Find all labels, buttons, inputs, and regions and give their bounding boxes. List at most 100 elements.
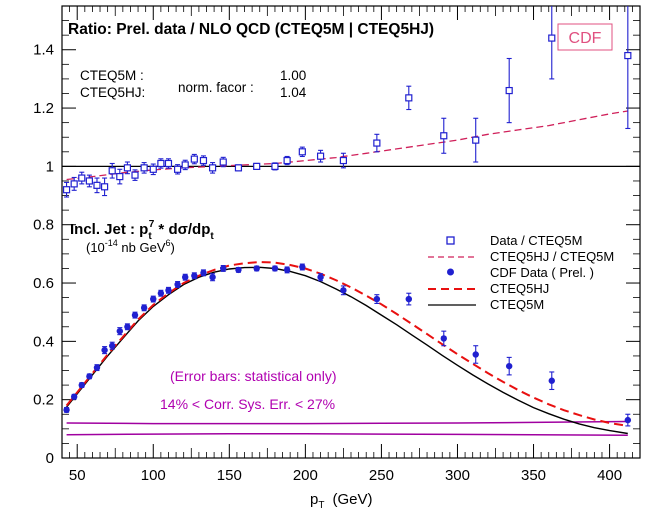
jet-data-point bbox=[165, 287, 172, 294]
legend-label-ratio-curve: CTEQ5HJ / CTEQ5M bbox=[490, 249, 614, 264]
ratio-data-point bbox=[140, 164, 148, 172]
ratio-data-point bbox=[208, 164, 217, 172]
jet-data-point bbox=[63, 406, 70, 414]
jet-data-point bbox=[200, 269, 207, 277]
legend-label-cteq5hj: CTEQ5HJ bbox=[490, 281, 549, 296]
lower-title-sub-t2: t bbox=[210, 231, 214, 242]
jet-data-point bbox=[131, 311, 139, 319]
ratio-data-point bbox=[316, 152, 325, 160]
y-tick-label: 1 bbox=[46, 158, 54, 175]
lower-title: Incl. Jet : pt7 * dσ/dpt bbox=[70, 219, 214, 242]
ratio-data-point bbox=[164, 159, 173, 168]
ratio-data-point bbox=[62, 186, 71, 194]
ratio-data-point bbox=[108, 167, 116, 175]
annotation-error-bars: (Error bars: statistical only) bbox=[170, 368, 336, 384]
jet-data-point bbox=[283, 266, 291, 274]
norm-name-cteq5hj: CTEQ5HJ: bbox=[80, 85, 145, 100]
norm-factors: CTEQ5M : CTEQ5HJ: norm. facor : 1.00 1.0… bbox=[80, 68, 307, 100]
ratio-data-point bbox=[149, 165, 157, 173]
y-tick-label: 0 bbox=[46, 450, 54, 467]
ratio-data-point bbox=[505, 86, 513, 95]
jet-data-point bbox=[317, 274, 324, 281]
ratio-data-point bbox=[116, 172, 124, 181]
x-tick-label: 250 bbox=[369, 467, 394, 484]
plot-data bbox=[62, 6, 640, 437]
units-exp1: -14 bbox=[105, 238, 118, 248]
jet-data-point bbox=[299, 263, 306, 271]
units-mid: nb GeV bbox=[118, 240, 166, 255]
ratio-data-point bbox=[298, 148, 306, 156]
jet-data-point bbox=[157, 290, 165, 297]
jet-data-point bbox=[624, 416, 632, 424]
y-tick-label: 1.2 bbox=[33, 100, 54, 117]
ratio-data-point bbox=[100, 183, 109, 191]
ratio-data-point bbox=[234, 164, 243, 172]
ratio-data-point bbox=[174, 165, 182, 173]
jet-data-point bbox=[472, 351, 479, 358]
legend-marker-data-ratio bbox=[446, 236, 455, 245]
legend: Data / CTEQ5M CTEQ5HJ / CTEQ5M CDF Data … bbox=[428, 233, 614, 312]
cdf-label-box bbox=[557, 23, 613, 51]
x-axis-label-main: p bbox=[310, 491, 318, 508]
cdf-label: CDF bbox=[569, 30, 602, 47]
x-tick-label: 200 bbox=[293, 467, 318, 484]
ratio-data-point bbox=[93, 181, 101, 189]
jet-data-point bbox=[220, 265, 227, 272]
jet-data-point bbox=[70, 393, 78, 400]
plot-area: 0 0.2 0.4 0.6 0.8 1 1.2 1.4 50 100 150 200 250 300 350… bbox=[33, 5, 641, 484]
jet-data-point bbox=[235, 266, 242, 274]
jet-data-point bbox=[140, 304, 148, 312]
jet-data-point bbox=[253, 265, 260, 272]
jet-data-point bbox=[373, 295, 381, 303]
units-prefix: (10 bbox=[86, 240, 105, 255]
ratio-data-point bbox=[373, 139, 381, 147]
lower-title-mid: * dσ/dp bbox=[154, 221, 210, 238]
jet-data-point bbox=[150, 295, 157, 303]
lower-units: (10-14 nb GeV6) bbox=[86, 238, 175, 255]
jet-data-point bbox=[209, 274, 216, 281]
y-tick-label: 0.6 bbox=[33, 275, 54, 292]
jet-data-point bbox=[116, 327, 124, 335]
jet-data-point bbox=[191, 272, 198, 279]
ratio-data-point bbox=[131, 171, 139, 179]
y-tick-label: 0.4 bbox=[33, 333, 54, 350]
norm-name-cteq5m: CTEQ5M : bbox=[80, 68, 144, 83]
legend-label-data-ratio: Data / CTEQ5M bbox=[490, 233, 582, 248]
units-exp2: 6 bbox=[166, 238, 171, 248]
cteq5hj-curve bbox=[65, 260, 628, 427]
x-tick-label: 150 bbox=[217, 467, 242, 484]
jet-data-point bbox=[440, 335, 447, 342]
ratio-data-point bbox=[199, 156, 208, 165]
legend-label-cteq5m: CTEQ5M bbox=[490, 297, 544, 312]
x-tick-label: 50 bbox=[69, 467, 86, 484]
lower-title-prefix: Incl. Jet : p bbox=[70, 221, 148, 238]
jet-data-point bbox=[505, 362, 513, 370]
jet-data-point bbox=[405, 295, 412, 303]
jet-data-point bbox=[108, 342, 116, 349]
syst-band-lower bbox=[66, 433, 628, 437]
jet-data-point bbox=[93, 364, 101, 371]
x-tick-label: 350 bbox=[521, 467, 546, 484]
units-suffix: ) bbox=[171, 240, 175, 255]
x-tick-label: 300 bbox=[445, 467, 470, 484]
y-tick-label: 1.4 bbox=[33, 42, 54, 59]
x-tick-label: 400 bbox=[597, 467, 622, 484]
norm-factor-label: norm. facor : bbox=[178, 80, 254, 95]
ratio-data-point bbox=[181, 161, 189, 169]
x-axis-label-sub: T bbox=[318, 500, 324, 511]
ratio-data-point bbox=[219, 158, 227, 166]
ratio-data-point bbox=[548, 34, 556, 42]
jet-data-point bbox=[182, 274, 189, 281]
ratio-data-point bbox=[253, 162, 261, 170]
jet-data-point bbox=[271, 265, 279, 272]
lower-title-sub-t1: t bbox=[148, 231, 152, 242]
jet-data-point bbox=[78, 381, 85, 389]
y-tick-label: 0.8 bbox=[33, 217, 54, 234]
x-axis-label-unit: (GeV) bbox=[332, 491, 372, 508]
ratio-data-point bbox=[440, 132, 448, 140]
legend-marker-cdf-data bbox=[447, 268, 454, 276]
ratio-data-point bbox=[190, 155, 198, 163]
ratio-data-point bbox=[78, 174, 86, 182]
x-axis-label: pT (GeV) bbox=[310, 491, 372, 511]
